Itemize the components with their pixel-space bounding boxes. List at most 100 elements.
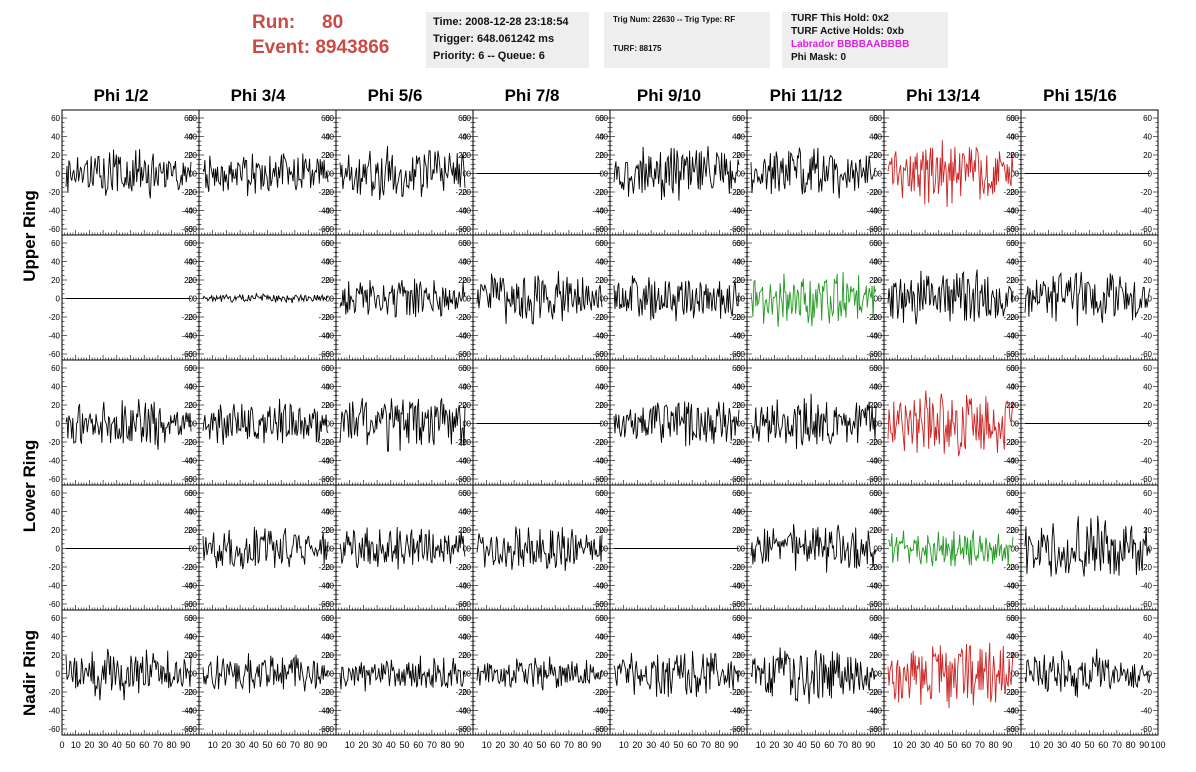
y-tick-label: 60 xyxy=(51,364,60,373)
y-tick-label-inner: 0 xyxy=(737,420,742,429)
y-tick-label-inner: 40 xyxy=(458,508,467,517)
y-tick-label-inner: 40 xyxy=(1143,383,1152,392)
x-tick-label: 80 xyxy=(441,740,451,750)
x-tick-label: 10 xyxy=(482,740,492,750)
y-tick-label: 20 xyxy=(1010,651,1019,660)
y-tick-label: 0 xyxy=(56,170,61,179)
y-tick-label-inner: 20 xyxy=(869,526,878,535)
x-tick-label: 40 xyxy=(249,740,259,750)
x-tick-label: 70 xyxy=(290,740,300,750)
y-tick-label-inner: -40 xyxy=(455,207,467,216)
y-tick-label: -20 xyxy=(596,188,608,197)
y-tick-label: 20 xyxy=(51,151,60,160)
y-tick-label-inner: 20 xyxy=(595,151,604,160)
x-tick-label: 80 xyxy=(304,740,314,750)
y-tick-label: -60 xyxy=(596,225,608,234)
panel-frame xyxy=(472,359,611,486)
y-tick-label-inner: 20 xyxy=(1143,401,1152,410)
y-tick-label-inner: -40 xyxy=(1003,707,1015,716)
waveform-trace xyxy=(476,526,603,572)
y-tick-label-inner: -60 xyxy=(729,475,741,484)
waveform-trace xyxy=(750,271,877,327)
x-tick-label: 60 xyxy=(687,740,697,750)
y-tick-label-inner: -60 xyxy=(866,725,878,734)
x-tick-label: 40 xyxy=(660,740,670,750)
y-tick-label: 40 xyxy=(599,508,608,517)
y-tick-label: 20 xyxy=(599,151,608,160)
y-tick-label: 0 xyxy=(1015,545,1020,554)
panel-frame xyxy=(198,609,337,736)
y-tick-label-inner: 0 xyxy=(189,545,194,554)
y-tick-label: 40 xyxy=(462,633,471,642)
x-tick-label: 40 xyxy=(523,740,533,750)
y-tick-label: -60 xyxy=(459,225,471,234)
y-tick-label-inner: -60 xyxy=(1003,475,1015,484)
y-tick-label-inner: -40 xyxy=(729,457,741,466)
waveform-trace xyxy=(887,642,1014,709)
y-tick-label-inner: -20 xyxy=(592,688,604,697)
y-tick-label: -60 xyxy=(1007,600,1019,609)
y-tick-label-inner: 0 xyxy=(1148,170,1153,179)
y-tick-label-inner: 60 xyxy=(1143,489,1152,498)
x-tick-label: 80 xyxy=(852,740,862,750)
x-tick-label: 60 xyxy=(276,740,286,750)
waveform-trace xyxy=(202,292,329,304)
y-tick-label-inner: 60 xyxy=(1006,364,1015,373)
y-tick-label: 0 xyxy=(1015,170,1020,179)
y-tick-label: -20 xyxy=(48,563,60,572)
y-tick-label-inner: 60 xyxy=(1143,114,1152,123)
y-tick-label: -20 xyxy=(870,313,882,322)
y-tick-label: -60 xyxy=(48,350,60,359)
y-tick-label-inner: 60 xyxy=(321,114,330,123)
y-tick-label: -20 xyxy=(733,313,745,322)
x-tick-label: 70 xyxy=(153,740,163,750)
y-tick-label: 60 xyxy=(873,364,882,373)
y-tick-label-inner: 20 xyxy=(184,651,193,660)
y-tick-label-inner: 20 xyxy=(869,276,878,285)
y-tick-label-inner: 60 xyxy=(595,489,604,498)
y-tick-label: 20 xyxy=(599,526,608,535)
y-tick-label-inner: 60 xyxy=(1143,364,1152,373)
x-tick-label: 10 xyxy=(756,740,766,750)
y-tick-label-inner: -20 xyxy=(592,313,604,322)
y-tick-label: -40 xyxy=(733,582,745,591)
y-tick-label: 20 xyxy=(51,526,60,535)
y-tick-label-inner: 40 xyxy=(732,383,741,392)
y-tick-label: 40 xyxy=(736,508,745,517)
x-tick-label: 60 xyxy=(1098,740,1108,750)
x-tick-label: 20 xyxy=(495,740,505,750)
y-tick-label: -40 xyxy=(870,332,882,341)
y-tick-label: 40 xyxy=(325,383,334,392)
y-tick-label-inner: -40 xyxy=(318,207,330,216)
y-tick-label: 60 xyxy=(1010,489,1019,498)
x-tick-label: 90 xyxy=(454,740,464,750)
y-tick-label-inner: -20 xyxy=(729,438,741,447)
y-tick-label-inner: -60 xyxy=(866,475,878,484)
y-tick-label: 20 xyxy=(873,401,882,410)
y-tick-label: 0 xyxy=(1015,420,1020,429)
y-tick-label-inner: -40 xyxy=(592,707,604,716)
run-value: 80 xyxy=(322,12,344,33)
y-tick-label: 60 xyxy=(462,364,471,373)
y-tick-label: 60 xyxy=(873,489,882,498)
y-tick-label: -60 xyxy=(596,600,608,609)
y-tick-label: 40 xyxy=(1010,133,1019,142)
y-tick-label-inner: -40 xyxy=(455,582,467,591)
x-tick-label: 10 xyxy=(71,740,81,750)
y-tick-label: 0 xyxy=(330,545,335,554)
panel-frame xyxy=(609,484,748,611)
waveform-trace xyxy=(750,524,877,573)
y-tick-label: 60 xyxy=(873,114,882,123)
x-tick-label: 90 xyxy=(1139,740,1149,750)
y-tick-label: 20 xyxy=(325,151,334,160)
y-tick-label-inner: 60 xyxy=(321,239,330,248)
y-tick-label: 0 xyxy=(467,295,472,304)
y-tick-label: -60 xyxy=(459,725,471,734)
x-tick-label: 70 xyxy=(1112,740,1122,750)
y-tick-label: 0 xyxy=(604,295,609,304)
y-tick-label: -40 xyxy=(1007,582,1019,591)
y-tick-label-inner: 60 xyxy=(1006,114,1015,123)
y-tick-label-inner: -60 xyxy=(729,725,741,734)
y-tick-label: -20 xyxy=(733,188,745,197)
y-tick-label: 0 xyxy=(741,170,746,179)
